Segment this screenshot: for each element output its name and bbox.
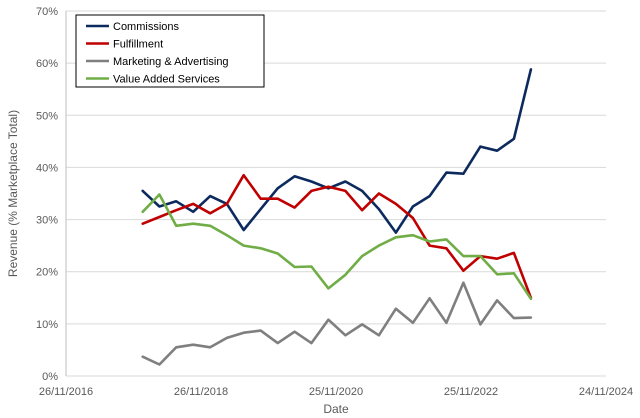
legend-label: Commissions xyxy=(113,21,180,33)
series-line-4 xyxy=(141,193,533,301)
y-tick-label: 50% xyxy=(36,110,58,122)
x-tick-labels: 26/11/2016 26/11/2018 25/11/2020 25/11/2022… xyxy=(39,386,633,398)
series-lines xyxy=(141,68,533,366)
series-line-1 xyxy=(141,68,533,234)
legend: Commissions Fulfillment Marketing & Advert… xyxy=(75,14,265,88)
y-tick-label: 30% xyxy=(36,215,58,227)
legend-label: Value Added Services xyxy=(113,74,220,86)
x-tick-label: 25/11/2022 xyxy=(444,386,498,398)
legend-label: Fulfillment xyxy=(113,39,163,51)
series-line-3 xyxy=(141,281,533,366)
y-tick-label: 10% xyxy=(36,319,58,331)
y-tick-labels: 0% 10% 20% 30% 40% 50% 60% 70% xyxy=(36,6,58,383)
y-axis-title: Revenue (% Marketplace Total) xyxy=(6,110,20,277)
y-tick-label: 20% xyxy=(36,267,58,279)
y-tick-label: 70% xyxy=(36,6,58,18)
x-tick-label: 26/11/2018 xyxy=(174,386,228,398)
legend-label: Marketing & Advertising xyxy=(113,56,229,68)
x-tick-label: 26/11/2016 xyxy=(39,386,93,398)
x-tick-label: 24/11/2024 xyxy=(579,386,633,398)
y-tick-label: 40% xyxy=(36,162,58,174)
series-line-2 xyxy=(141,173,533,300)
y-tick-label: 60% xyxy=(36,58,58,70)
x-axis-title: Date xyxy=(323,402,349,416)
x-tick-label: 25/11/2020 xyxy=(309,386,363,398)
y-tick-label: 0% xyxy=(42,371,58,383)
